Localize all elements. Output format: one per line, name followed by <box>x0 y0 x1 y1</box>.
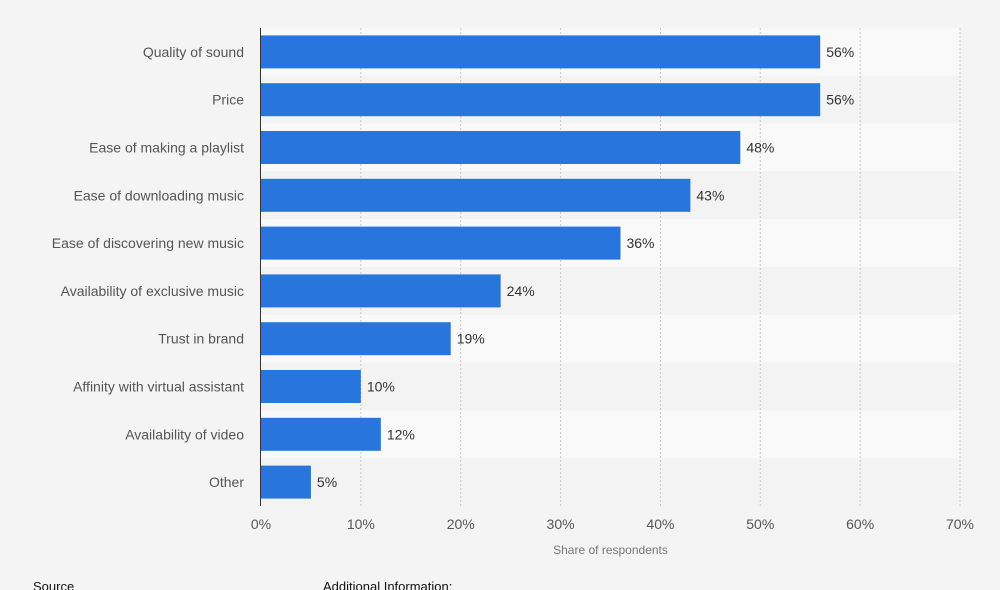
x-tick-label: 40% <box>646 516 674 532</box>
category-label: Ease of downloading music <box>74 187 244 203</box>
x-tick-label: 0% <box>251 516 271 532</box>
category-label: Availability of exclusive music <box>61 283 244 299</box>
category-label: Quality of sound <box>143 44 244 60</box>
x-tick-label: 60% <box>846 516 874 532</box>
value-label: 24% <box>507 283 535 299</box>
category-label: Price <box>212 92 244 108</box>
x-tick-label: 70% <box>946 516 974 532</box>
value-label: 10% <box>367 379 395 395</box>
x-axis-title: Share of respondents <box>553 543 668 557</box>
value-label: 12% <box>387 426 415 442</box>
value-label: 43% <box>696 187 724 203</box>
bar[interactable] <box>261 226 621 260</box>
row-band <box>261 362 960 411</box>
bar[interactable] <box>261 83 821 117</box>
value-label: 56% <box>826 44 854 60</box>
value-label: 36% <box>626 235 654 251</box>
category-label: Availability of video <box>125 426 244 442</box>
category-label: Affinity with virtual assistant <box>73 379 244 395</box>
source-link[interactable]: Source <box>33 579 75 590</box>
category-label: Ease of discovering new music <box>52 235 244 251</box>
value-label: 48% <box>746 140 774 156</box>
category-label: Trust in brand <box>158 331 244 347</box>
additional-information-link[interactable]: Additional Information: <box>323 579 453 590</box>
category-label: Ease of making a playlist <box>89 140 244 156</box>
x-tick-label: 50% <box>746 516 774 532</box>
x-tick-label: 20% <box>447 516 475 532</box>
bar[interactable] <box>261 35 821 69</box>
value-label: 19% <box>457 331 485 347</box>
bar[interactable] <box>261 274 501 308</box>
bar[interactable] <box>261 322 451 356</box>
bar[interactable] <box>261 178 691 212</box>
bar[interactable] <box>261 465 311 499</box>
value-label: 56% <box>826 92 854 108</box>
x-tick-label: 10% <box>347 516 375 532</box>
category-label: Other <box>209 474 244 490</box>
bar[interactable] <box>261 370 361 403</box>
bar[interactable] <box>261 131 741 164</box>
bar[interactable] <box>261 417 381 451</box>
row-band <box>261 458 960 506</box>
x-tick-label: 30% <box>547 516 575 532</box>
value-label: 5% <box>317 474 337 490</box>
